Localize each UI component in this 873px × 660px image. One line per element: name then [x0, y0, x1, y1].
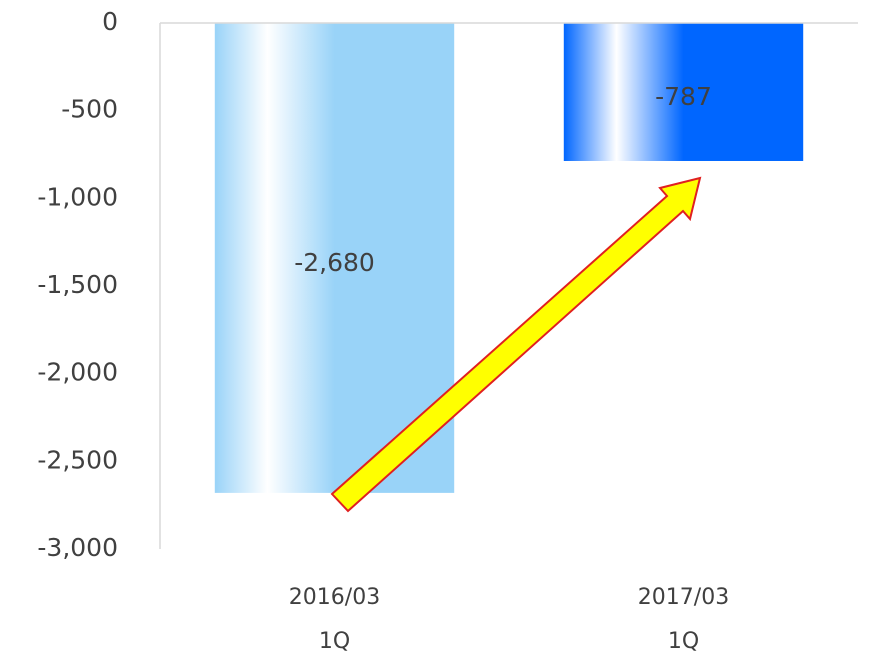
y-tick-label: -2,000 — [37, 358, 118, 387]
y-tick-label: -3,000 — [37, 533, 118, 562]
value-label: -787 — [655, 82, 712, 111]
y-tick-label: -1,500 — [37, 270, 118, 299]
bar — [214, 23, 455, 493]
x-tick-label: 1Q — [319, 629, 350, 654]
x-tick-label: 2017/03 — [638, 585, 729, 610]
y-tick-label: -500 — [61, 95, 118, 124]
value-label: -2,680 — [294, 248, 375, 277]
x-tick-label: 1Q — [668, 629, 699, 654]
bar — [563, 23, 804, 161]
y-tick-label: -2,500 — [37, 445, 118, 474]
y-tick-label: 0 — [102, 7, 118, 36]
x-tick-label: 2016/03 — [289, 585, 380, 610]
arrow-annotation — [330, 176, 702, 513]
plot: 0 -500 -1,000 -1,500 -2,000 -2,500 -3,000 2016/… — [37, 7, 858, 654]
y-tick-label: -1,000 — [37, 182, 118, 211]
